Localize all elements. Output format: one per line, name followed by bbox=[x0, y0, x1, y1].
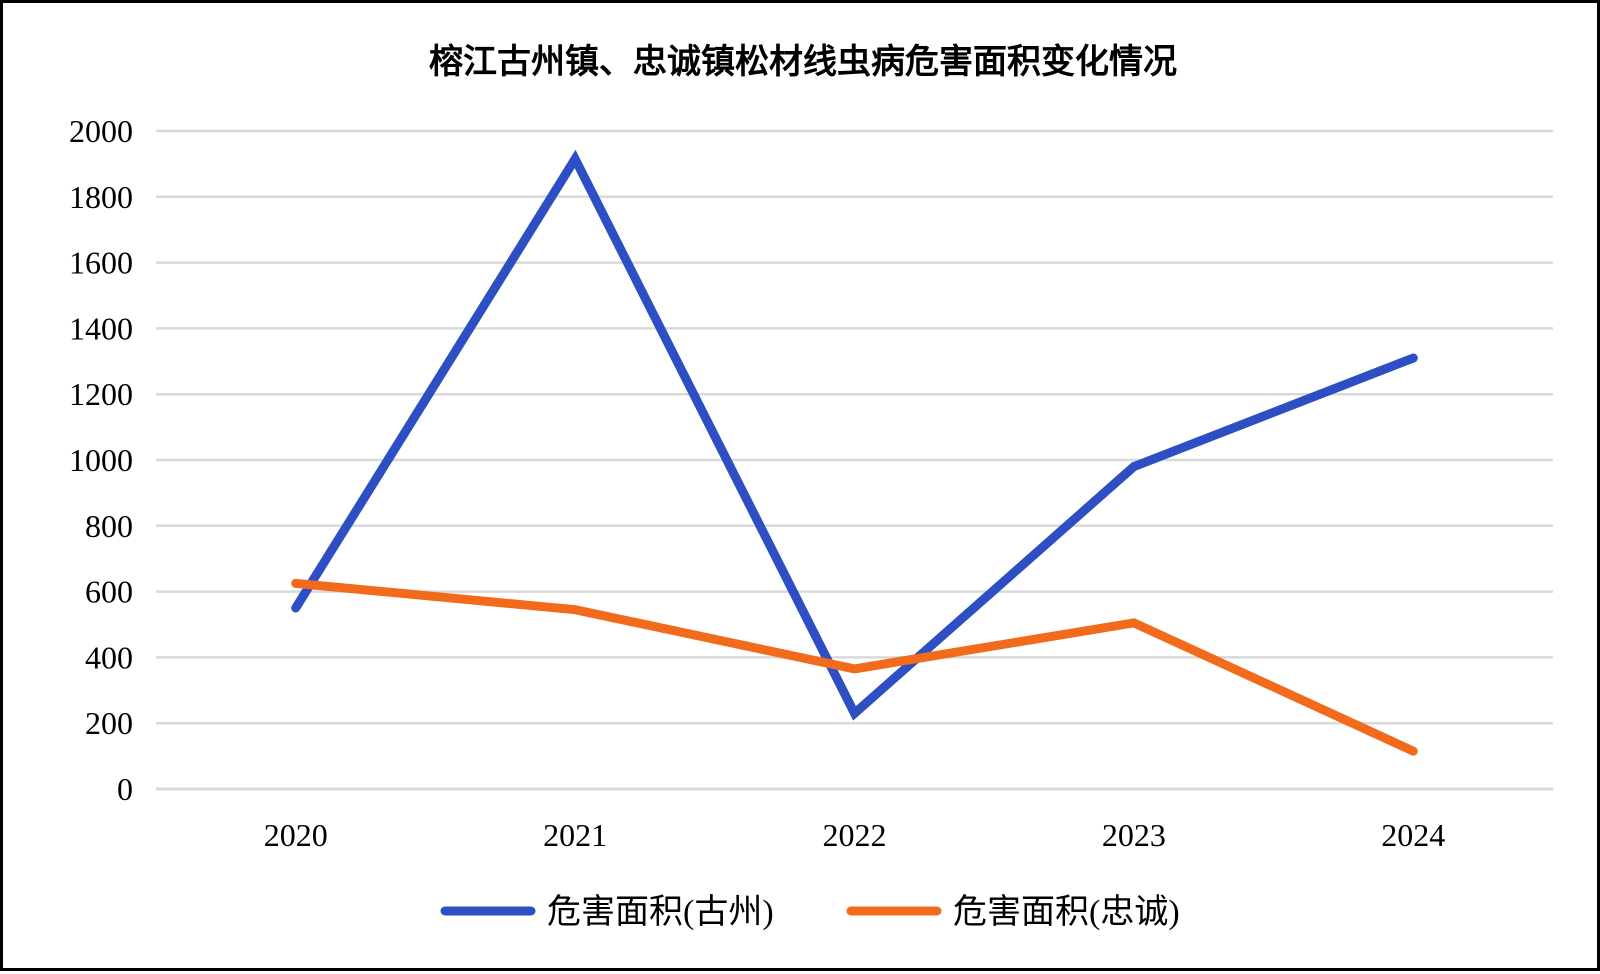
y-tick-label: 600 bbox=[85, 574, 133, 610]
legend-item-guzhou: 危害面积(古州) bbox=[445, 893, 774, 931]
chart-title: 榕江古州镇、忠诚镇松材线虫病危害面积变化情况 bbox=[429, 42, 1177, 82]
x-tick-label: 2022 bbox=[823, 817, 887, 853]
y-axis-ticks: 0 200 400 600 800 1000 1200 1400 1600 1800 2000 bbox=[69, 113, 133, 807]
y-tick-label: 1800 bbox=[69, 179, 133, 215]
y-tick-label: 1200 bbox=[69, 376, 133, 412]
x-tick-label: 2021 bbox=[543, 817, 607, 853]
y-tick-label: 200 bbox=[85, 705, 133, 741]
x-tick-label: 2023 bbox=[1102, 817, 1166, 853]
y-tick-label: 400 bbox=[85, 639, 133, 675]
legend-item-zhongcheng: 危害面积(忠诚) bbox=[851, 893, 1180, 931]
legend-label-guzhou: 危害面积(古州) bbox=[547, 893, 774, 931]
series-line-guzhou bbox=[296, 159, 1414, 713]
legend-label-zhongcheng: 危害面积(忠诚) bbox=[953, 893, 1180, 931]
y-tick-label: 1600 bbox=[69, 245, 133, 281]
series-lines bbox=[296, 159, 1414, 751]
series-line-zhongcheng bbox=[296, 583, 1414, 751]
y-tick-label: 1400 bbox=[69, 310, 133, 346]
line-chart: 榕江古州镇、忠诚镇松材线虫病危害面积变化情况 0 200 400 600 800 1000… bbox=[3, 3, 1600, 974]
x-tick-label: 2024 bbox=[1381, 817, 1445, 853]
y-tick-label: 800 bbox=[85, 508, 133, 544]
y-tick-label: 2000 bbox=[69, 113, 133, 149]
legend: 危害面积(古州) 危害面积(忠诚) bbox=[445, 893, 1180, 931]
y-tick-label: 0 bbox=[117, 771, 133, 807]
y-tick-label: 1000 bbox=[69, 442, 133, 478]
x-tick-label: 2020 bbox=[264, 817, 328, 853]
x-axis-ticks: 2020 2021 2022 2023 2024 bbox=[264, 817, 1446, 853]
gridlines bbox=[156, 131, 1553, 789]
